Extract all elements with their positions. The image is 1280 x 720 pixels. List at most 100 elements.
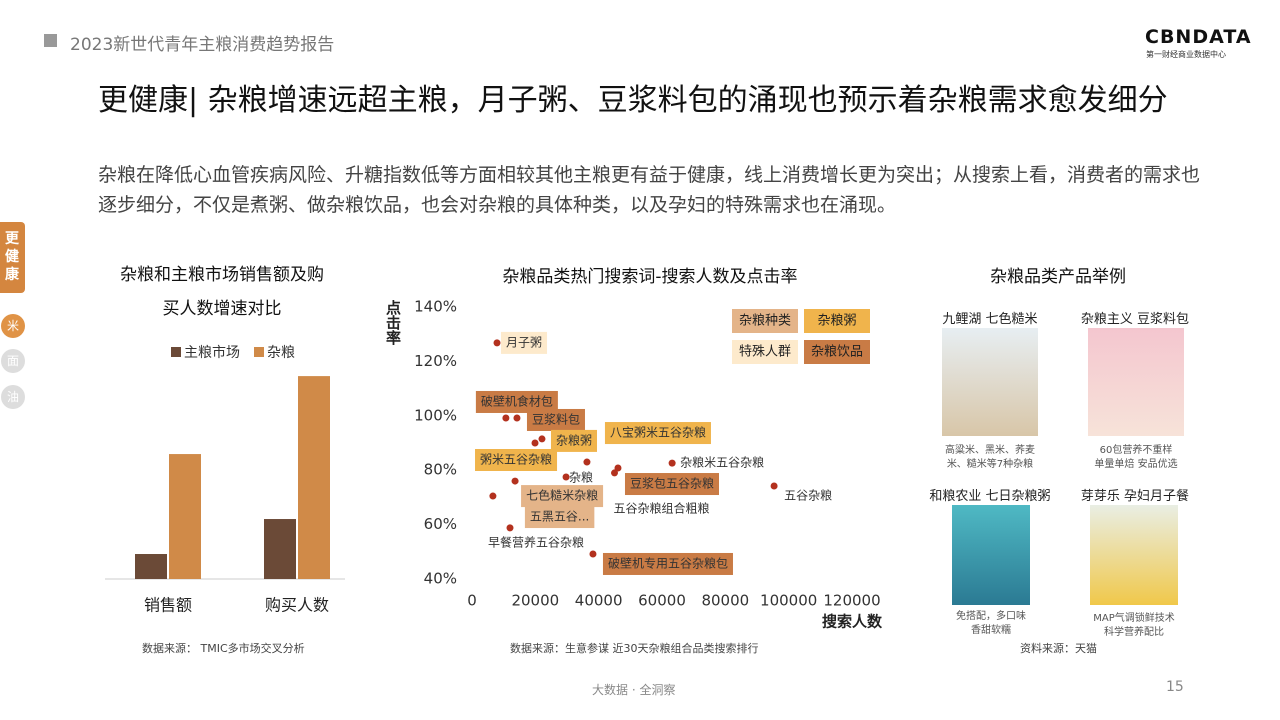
bar — [135, 554, 167, 579]
point-label: 杂粮粥 — [556, 432, 592, 447]
source: 数据来源：生意参谋 近30天杂粮组合品类搜索排行 — [510, 642, 759, 655]
label-box — [624, 473, 719, 496]
product-caption: 免搭配，多口味 香甜软糯 — [921, 610, 1061, 638]
point — [562, 473, 570, 481]
bar-chart-title: 杂粮和主粮市场销售额及购买人数增速对比 — [120, 265, 324, 319]
product-caption: 60包营养不重样 单量单焙 安品优选 — [1066, 444, 1206, 472]
point-label: 杂粮 — [569, 470, 593, 485]
product-image — [942, 328, 1038, 436]
point — [583, 458, 591, 466]
x-axis-label: 搜索人数 — [822, 613, 883, 631]
logo-sub: 第一财经商业数据中心 — [1146, 50, 1226, 59]
side-tab[interactable]: 米 — [1, 314, 25, 338]
point — [538, 435, 546, 443]
point — [770, 482, 778, 490]
caption-line: 米、糙米等7种杂粮 — [946, 459, 1034, 470]
y-tick-label: 120% — [414, 352, 457, 370]
legend-label: 主粮市场 — [184, 344, 240, 361]
legend-box — [732, 340, 798, 364]
point-label: 豆浆料包 — [532, 411, 580, 426]
y-tick-label: 80% — [424, 461, 457, 479]
label-box — [501, 331, 548, 354]
point-label: 早餐营养五谷杂粮 — [488, 534, 584, 549]
x-tick-label: 0 — [467, 592, 477, 610]
product-name: 和粮农业 七日杂粮粥 — [929, 489, 1051, 504]
point — [513, 414, 521, 422]
point-label: 月子粥 — [506, 335, 542, 349]
x-tick-label: 购买人数 — [265, 596, 329, 615]
label-box — [604, 422, 711, 445]
bar — [169, 454, 201, 579]
side-tab[interactable]: 面 — [1, 349, 25, 373]
point-label: 粥米五谷杂粮 — [480, 452, 552, 467]
label-box — [602, 552, 733, 575]
point-label: 破壁机专用五谷杂粮包 — [608, 555, 728, 570]
caption-line: 单量单焙 安品优选 — [1094, 459, 1178, 470]
point-label: 破壁机食材包 — [481, 393, 553, 408]
side-tab-label[interactable]: 更健康 — [5, 231, 19, 283]
product-name: 九鲤湖 七色糙米 — [942, 312, 1038, 327]
label-box — [524, 506, 595, 529]
point-label: 五谷杂粮 — [784, 487, 832, 502]
footer-tagline: 大数据 · 全洞察 — [592, 683, 676, 697]
x-tick-label: 120000 — [823, 592, 880, 610]
point — [493, 339, 501, 347]
point — [614, 464, 622, 472]
bar — [298, 376, 330, 579]
label-box — [550, 429, 597, 452]
label-box — [526, 408, 585, 431]
slide-title: 更健康| 杂粮增速远超主粮，月子粥、豆浆料包的涌现也预示着杂粮需求愈发细分 — [98, 83, 1168, 118]
bar — [264, 519, 296, 579]
products-title: 杂粮品类产品举例 — [990, 267, 1126, 287]
label-box — [521, 485, 604, 508]
legend-label: 杂粮粥 — [817, 313, 856, 329]
label-box — [475, 449, 558, 471]
caption-line: 香甜软糯 — [971, 625, 1011, 636]
point — [502, 414, 510, 422]
x-tick-label: 100000 — [760, 592, 817, 610]
y-tick-label: 40% — [424, 570, 457, 588]
y-tick-label: 140% — [414, 298, 457, 316]
header-mark — [44, 34, 57, 47]
x-tick-label: 销售额 — [144, 596, 192, 615]
legend-swatch — [254, 347, 264, 357]
side-tab-active[interactable] — [0, 222, 25, 293]
slide-subtitle: 杂粮在降低心血管疾病风险、升糖指数低等方面相较其他主粮更有益于健康，线上消费增长… — [98, 164, 1201, 216]
point-label: 七色糙米杂粮 — [526, 488, 598, 503]
page-number: 15 — [1166, 679, 1184, 695]
logo: CBNDATA — [1145, 26, 1252, 48]
point — [531, 439, 539, 447]
label-box — [475, 390, 558, 413]
legend-box — [732, 309, 798, 333]
product-image — [1090, 505, 1178, 605]
point — [668, 459, 676, 467]
product-image — [1088, 328, 1184, 436]
product-name: 芽芽乐 孕妇月子餐 — [1080, 489, 1190, 504]
source: 资料来源：天猫 — [1020, 642, 1097, 655]
caption-line: 60包营养不重样 — [1099, 445, 1173, 456]
product-caption: MAP气调锁鲜技术 科学营养配比 — [1064, 612, 1204, 640]
x-tick-label: 40000 — [575, 592, 623, 610]
point — [611, 469, 618, 477]
caption-line: 科学营养配比 — [1104, 627, 1164, 638]
product-image — [952, 505, 1030, 605]
product-caption: 高粱米、黑米、荞麦 米、糙米等7种杂粮 — [920, 444, 1060, 472]
legend-label: 杂粮种类 — [739, 314, 791, 329]
legend-label: 杂粮饮品 — [811, 345, 863, 360]
point — [589, 550, 597, 558]
legend-box — [804, 340, 870, 364]
side-tab[interactable]: 油 — [1, 385, 25, 409]
y-axis-label: 点击率 — [384, 300, 402, 346]
point-label: 五谷杂粮组合粗粮 — [614, 500, 710, 515]
caption-line: MAP气调锁鲜技术 — [1093, 613, 1175, 624]
product-name: 杂粮主义 豆浆料包 — [1080, 312, 1190, 327]
report-name: 2023新世代青年主粮消费趋势报告 — [70, 35, 335, 55]
caption-line: 免搭配，多口味 — [956, 611, 1026, 622]
point — [511, 477, 519, 485]
point — [506, 524, 514, 532]
scatter-title: 杂粮品类热门搜索词-搜索人数及点击率 — [502, 267, 798, 287]
point — [489, 492, 497, 500]
point-label: 八宝粥米五谷杂粮 — [610, 425, 706, 440]
